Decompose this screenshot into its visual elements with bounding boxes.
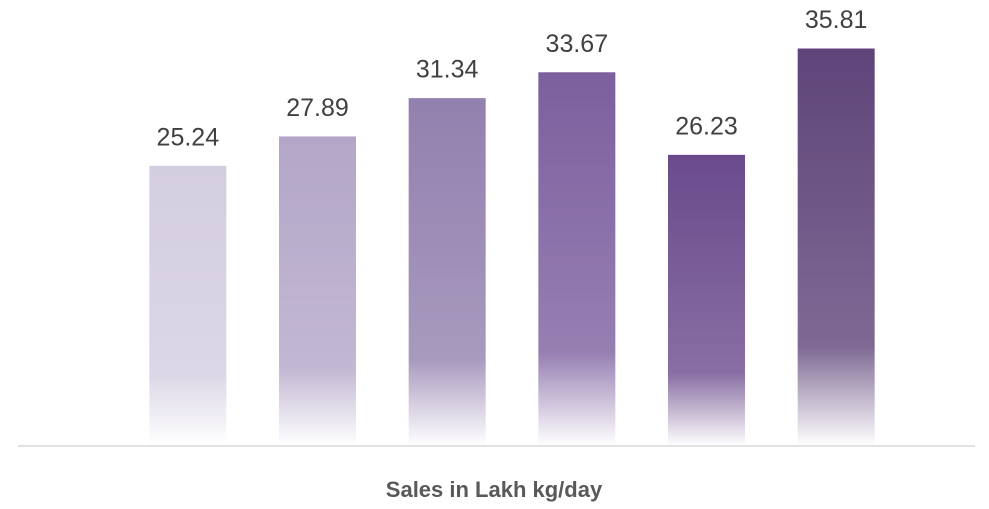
- data-label: 25.24: [157, 123, 220, 151]
- bar: [538, 72, 616, 446]
- data-label: 27.89: [286, 94, 349, 122]
- bar: [668, 154, 745, 447]
- bar: [797, 48, 875, 446]
- data-label: 26.23: [675, 112, 738, 140]
- bar: [149, 165, 227, 446]
- data-label: 35.81: [805, 6, 868, 34]
- bar: [279, 136, 356, 446]
- data-label: 31.34: [416, 56, 479, 84]
- x-axis-label: Sales in Lakh kg/day: [386, 477, 603, 502]
- bar: [408, 98, 486, 446]
- data-label: 33.67: [546, 30, 609, 58]
